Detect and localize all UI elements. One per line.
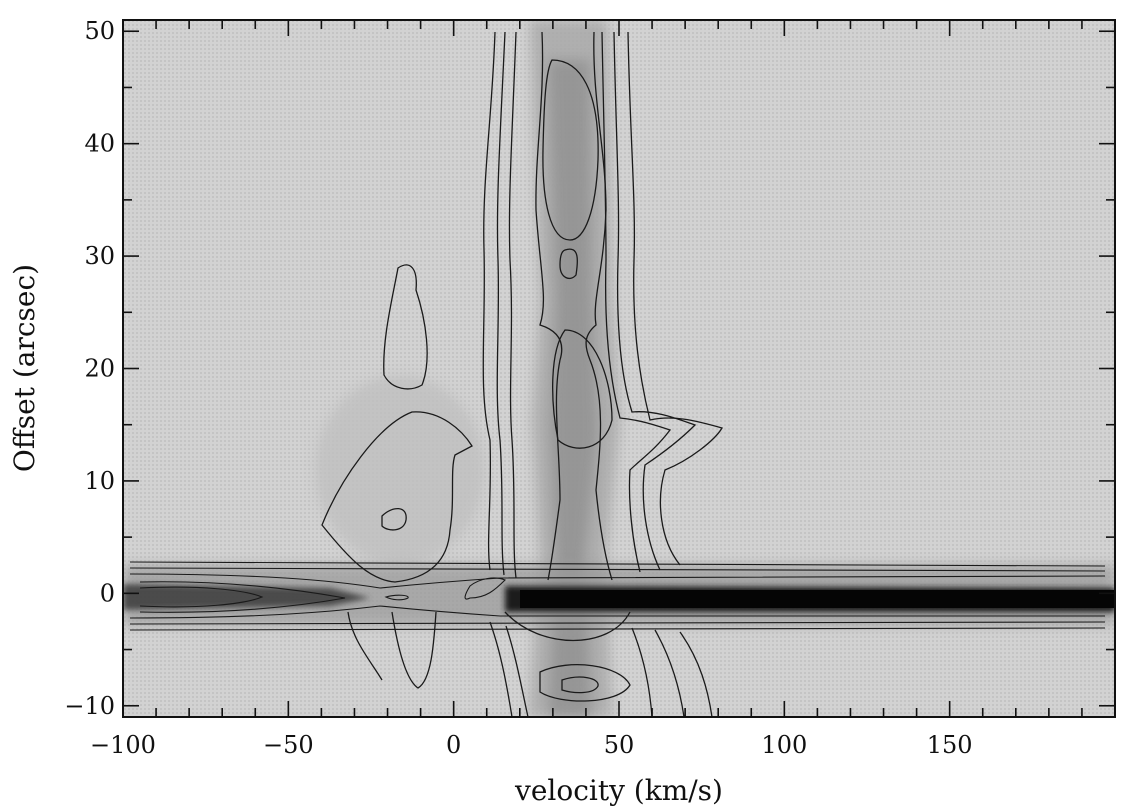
- y-tick-label: 40: [84, 130, 115, 158]
- contour-ridge-4: [129, 627, 1106, 631]
- y-tick-labels: −10 0 10 20 30 40 50: [64, 17, 115, 720]
- contour-lobe-lower-right-2: [654, 629, 685, 717]
- x-tick-labels: −100 −50 0 50 100 150: [90, 731, 973, 759]
- diffuse-patch: [315, 375, 485, 565]
- contour-peak-29: [559, 248, 579, 279]
- contour-peak-40: [542, 59, 599, 241]
- ridge-core: [520, 590, 1115, 608]
- x-tick-label: 0: [446, 731, 461, 759]
- contour-ridge-6: [129, 605, 1105, 619]
- x-axis-title: velocity (km/s): [514, 774, 723, 807]
- x-tick-label: 100: [761, 731, 807, 759]
- y-tick-label: −10: [64, 692, 115, 720]
- x-tick-label: 150: [927, 731, 973, 759]
- emission-layer: [123, 20, 1115, 717]
- contour-peak-minus8-outer: [539, 664, 631, 702]
- contour-ridge-1: [129, 561, 1106, 567]
- contour-band-7: [535, 31, 563, 581]
- contour-band-5: [613, 31, 697, 571]
- contour-ridge-2: [129, 567, 1106, 572]
- contour-below-left: [347, 611, 383, 681]
- contour-band-8: [585, 31, 613, 581]
- contour-band-1: [482, 31, 496, 571]
- y-tick-label: 30: [84, 242, 115, 270]
- contour-ridge-left-peak-2: [139, 581, 346, 613]
- contour-ridge-notch-1: [464, 577, 506, 600]
- contour-ridge-left-peak: [139, 586, 264, 608]
- x-tick-label: −100: [90, 731, 156, 759]
- contour-peak-minus8: [561, 676, 599, 694]
- contour-band-4: [627, 31, 723, 566]
- axis-ticks: [122, 20, 1116, 717]
- contour-lobe-lower-left: [489, 621, 513, 717]
- x-tick-label: 50: [604, 731, 635, 759]
- contour-lobe-lower-right: [679, 631, 713, 717]
- y-tick-label: 20: [84, 355, 115, 383]
- contour-lobe-lower-left-2: [505, 625, 529, 717]
- y-axis-title: Offset (arcsec): [8, 264, 41, 472]
- contour-ridge-5: [129, 621, 1106, 625]
- contour-band-2: [496, 31, 506, 576]
- contour-peak-19: [552, 329, 613, 449]
- contour-iso-upper: [383, 264, 428, 390]
- contour-iso-small: [381, 507, 407, 531]
- y-tick-label: 0: [100, 579, 115, 607]
- y-tick-label: 10: [84, 467, 115, 495]
- vertical-band-core: [548, 60, 598, 717]
- contour-below-mid: [391, 611, 437, 689]
- contour-ridge-3: [129, 573, 1106, 589]
- contour-diffuse: [321, 411, 473, 583]
- contour-band-3: [508, 31, 517, 579]
- contour-ridge-minus15: [384, 594, 409, 601]
- x-tick-label: −50: [263, 731, 314, 759]
- y-tick-label: 50: [84, 17, 115, 45]
